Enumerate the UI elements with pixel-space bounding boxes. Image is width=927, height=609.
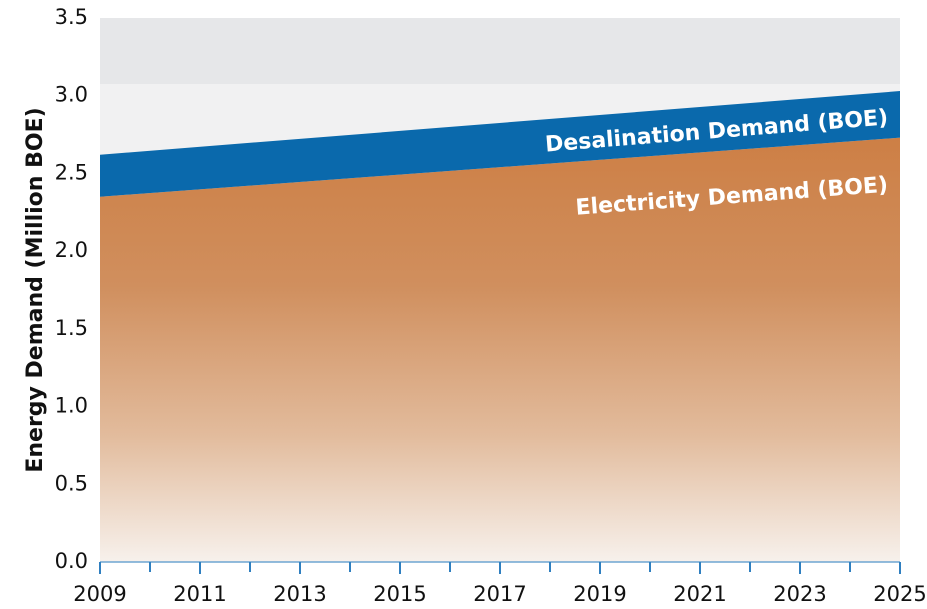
x-tick-label: 2015 xyxy=(373,582,426,606)
x-tick-label: 2017 xyxy=(473,582,526,606)
y-tick-label: 0.5 xyxy=(55,471,88,495)
y-tick-label: 2.5 xyxy=(55,160,88,184)
y-tick-label: 1.5 xyxy=(55,316,88,340)
x-tick-label: 2011 xyxy=(173,582,226,606)
area xyxy=(100,91,900,197)
y-tick-label: 1.0 xyxy=(55,394,88,418)
x-tick-label: 2009 xyxy=(73,582,126,606)
y-axis-label: Energy Demand (Million BOE) xyxy=(23,107,48,472)
y-tick-label: 3.5 xyxy=(55,5,88,29)
x-tick-label: 2013 xyxy=(273,582,326,606)
y-tick-label: 0.0 xyxy=(55,549,88,573)
x-tick-label: 2025 xyxy=(873,582,926,606)
y-tick-label: 2.0 xyxy=(55,238,88,262)
area xyxy=(100,137,900,562)
plot-band xyxy=(100,18,900,84)
y-tick-label: 3.0 xyxy=(55,83,88,107)
x-tick-label: 2019 xyxy=(573,582,626,606)
x-tick-label: 2023 xyxy=(773,582,826,606)
x-tick-label: 2021 xyxy=(673,582,726,606)
